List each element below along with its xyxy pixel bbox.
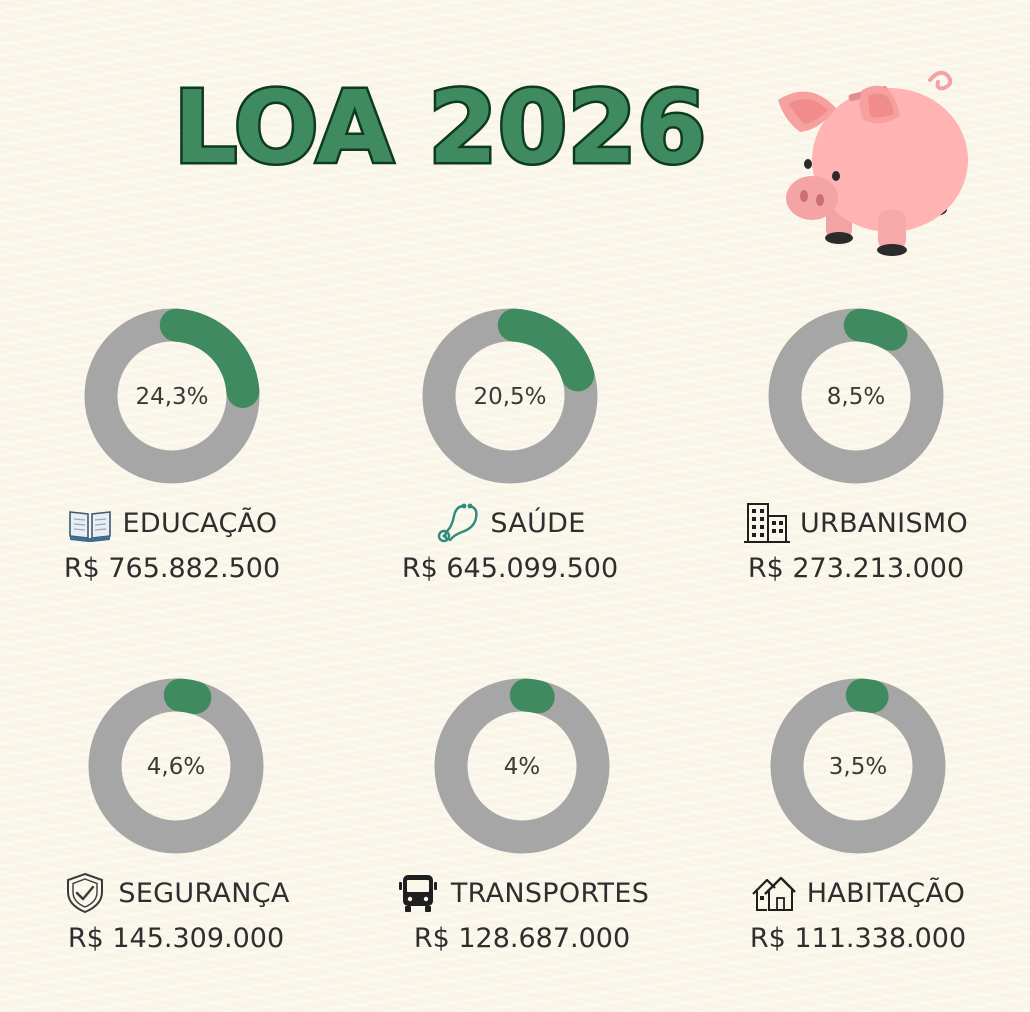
budget-card: 4,6% SEGURANÇA R$ 145.309.000	[26, 676, 326, 966]
budget-card: 3,5% HABITAÇÃO R$ 111.338.000	[708, 676, 1008, 966]
page-title: LOA 2026	[171, 70, 709, 180]
percent-label: 8,5%	[827, 384, 885, 410]
donut-value-arc	[497, 308, 595, 392]
houses-icon	[751, 876, 796, 911]
budget-card: 24,3% EDUCAÇÃO R$ 765.882.500	[22, 306, 322, 596]
book-icon	[68, 511, 111, 542]
percent-label: 20,5%	[473, 384, 546, 410]
donut-value-arc	[845, 678, 889, 713]
buildings-icon	[743, 503, 790, 543]
amount-value: R$ 145.309.000	[67, 923, 285, 954]
bus-icon	[398, 875, 437, 912]
percent-label: 4%	[504, 754, 541, 780]
amount-value: R$ 111.338.000	[749, 923, 967, 954]
donut-chart: 24,3%	[84, 308, 260, 484]
category-label: SEGURANÇA	[118, 877, 290, 909]
amount-value: R$ 128.687.000	[413, 923, 631, 954]
donut-chart: 8,5%	[768, 308, 944, 484]
category-label: URBANISMO	[799, 507, 969, 539]
amount-value: R$ 645.099.500	[401, 553, 619, 584]
shield-check-icon	[67, 872, 104, 914]
category-label: EDUCAÇÃO	[122, 507, 278, 539]
percent-label: 4,6%	[147, 754, 205, 780]
budget-card: 4% TRANSPORTES R$ 128.687.000	[372, 676, 672, 966]
page-title-text: LOA 2026	[173, 70, 706, 180]
amount-value: R$ 765.882.500	[63, 553, 281, 584]
donut-chart: 3,5%	[770, 678, 946, 854]
donut-chart: 4,6%	[88, 678, 264, 854]
category-label: SAÚDE	[490, 507, 586, 539]
percent-label: 24,3%	[135, 384, 208, 410]
percent-label: 3,5%	[829, 754, 887, 780]
category-label: TRANSPORTES	[450, 877, 650, 909]
donut-value-arc	[159, 308, 260, 408]
piggy-bank-icon	[778, 70, 968, 256]
donut-chart: 4%	[434, 678, 610, 854]
donut-value-arc	[163, 678, 212, 715]
category-label: HABITAÇÃO	[806, 877, 966, 909]
donut-value-arc	[509, 678, 555, 714]
amount-value: R$ 273.213.000	[747, 553, 965, 584]
budget-card: 8,5% URBANISMO R$ 273.213.000	[706, 306, 1006, 596]
donut-chart: 20,5%	[422, 308, 598, 484]
budget-card: 20,5% SAÚDE R$ 645.099.500	[360, 306, 660, 596]
stethoscope-icon	[438, 503, 478, 543]
donut-value-arc	[843, 308, 908, 351]
